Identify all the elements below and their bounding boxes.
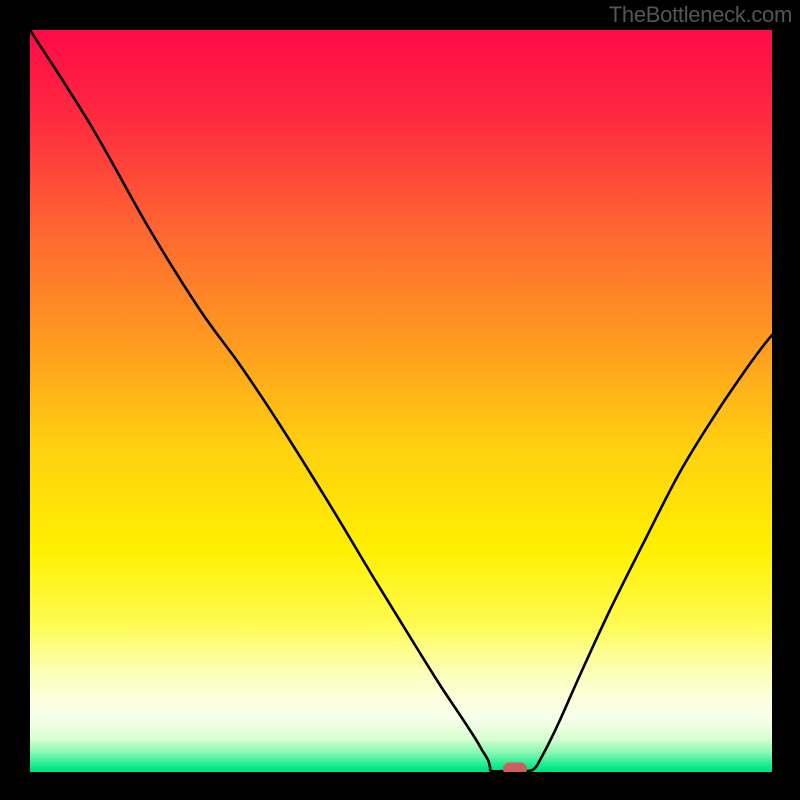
bottleneck-chart <box>0 0 800 800</box>
watermark-text: TheBottleneck.com <box>609 2 792 28</box>
plot-background <box>30 30 772 772</box>
frame-left <box>0 0 30 800</box>
frame-right <box>772 0 800 800</box>
frame-bottom <box>0 772 800 800</box>
